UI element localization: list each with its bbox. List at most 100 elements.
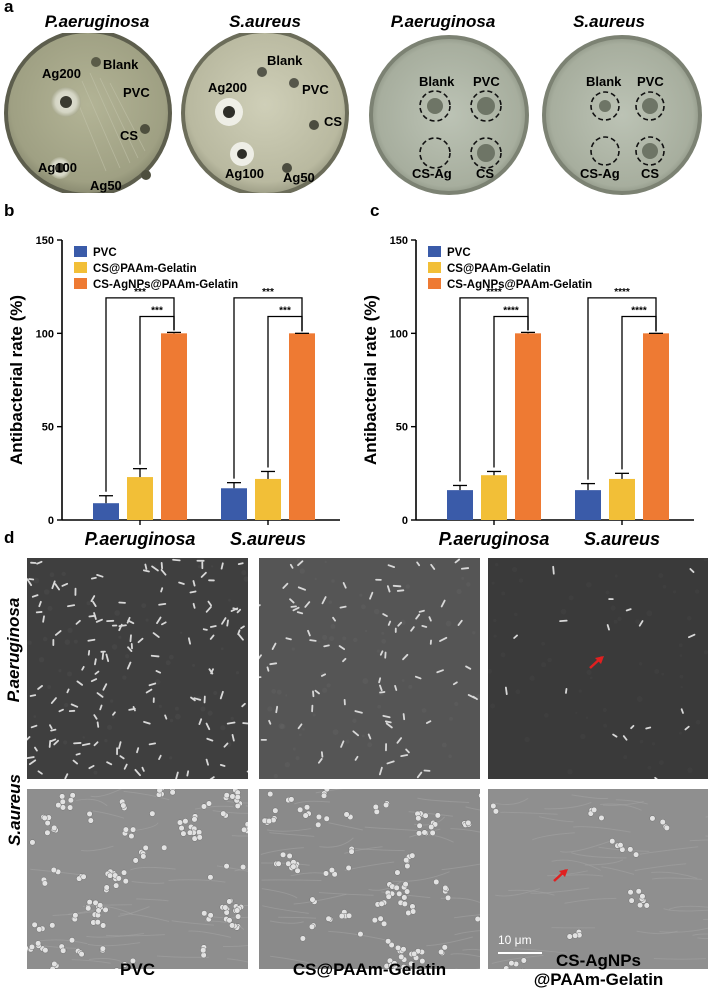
- bacterium-coccus: [141, 854, 147, 860]
- sem-texture: [325, 561, 327, 563]
- bacterium-coccus: [443, 885, 449, 891]
- sem-texture: [297, 559, 299, 561]
- bacterium-coccus: [69, 937, 75, 943]
- sem-texture: [661, 673, 664, 676]
- sem-texture: [285, 694, 287, 696]
- y-tick-label: 100: [36, 328, 54, 340]
- bar: [575, 490, 601, 520]
- bacterium-coccus: [466, 820, 472, 826]
- sem-texture: [300, 568, 305, 573]
- col-label-cs-agnps-line2: @PAAm-Gelatin: [534, 970, 664, 989]
- sem-texture: [541, 642, 545, 646]
- legend-swatch: [428, 278, 441, 289]
- sem-texture: [342, 636, 346, 640]
- significance-label: ****: [631, 306, 647, 317]
- sem-texture: [47, 685, 51, 689]
- sem-texture: [449, 717, 453, 721]
- bar-chart-b: Antibacterial rate (%)050100150P.aerugin…: [0, 218, 354, 550]
- bacterium-coccus: [309, 924, 315, 930]
- bacterium-coccus: [104, 885, 110, 891]
- y-tick-label: 50: [42, 422, 54, 434]
- sem-texture: [329, 636, 334, 641]
- sem-texture: [422, 708, 427, 713]
- sem-texture: [524, 737, 529, 742]
- sem-texture: [654, 669, 659, 674]
- bacterium-coccus: [572, 933, 578, 939]
- sem-texture: [374, 609, 380, 615]
- bacterium-coccus: [227, 899, 233, 905]
- petri-dish-saureus-diffusion: [180, 33, 352, 193]
- bacterium-coccus: [599, 815, 605, 821]
- sem-texture: [83, 736, 85, 738]
- sem-texture: [663, 585, 667, 589]
- bacterium-coccus: [402, 901, 408, 907]
- sem-texture: [352, 718, 356, 722]
- dish3-label-cs: CS: [476, 166, 494, 181]
- x-tick-label: S.aureus: [584, 529, 660, 549]
- bacterium-coccus: [438, 949, 444, 955]
- y-axis-label: Antibacterial rate (%): [361, 295, 380, 465]
- sem-texture: [64, 703, 68, 707]
- bacterium-coccus: [324, 816, 330, 822]
- bacterium-coccus: [422, 830, 428, 836]
- bacterium-coccus: [329, 867, 335, 873]
- sem-texture: [575, 712, 577, 714]
- y-tick-label: 100: [390, 328, 408, 340]
- bacterium-coccus: [433, 879, 439, 885]
- dish1-label-ag50: Ag50: [90, 178, 122, 193]
- sem-texture: [586, 717, 588, 719]
- sem-texture: [285, 762, 290, 767]
- bacterium-coccus: [192, 836, 198, 842]
- bacterium-coccus: [326, 916, 332, 922]
- sem-texture: [646, 610, 652, 616]
- bacterium-coccus: [315, 822, 321, 828]
- sem-texture: [122, 675, 126, 679]
- bacterium-coccus: [409, 853, 415, 859]
- sem-texture: [328, 601, 331, 604]
- bacterium-coccus: [628, 889, 634, 895]
- sem-texture: [492, 582, 495, 585]
- sem-texture: [615, 575, 618, 578]
- sem-texture: [125, 654, 129, 658]
- sem-texture: [639, 662, 642, 665]
- bacterium-coccus: [410, 904, 416, 910]
- sem-texture: [112, 644, 118, 650]
- panel-label-a: a: [4, 0, 13, 17]
- bar: [93, 503, 119, 520]
- legend-swatch: [74, 262, 87, 273]
- dish3-label-blank: Blank: [419, 74, 454, 89]
- sem-texture: [493, 619, 496, 622]
- sem-texture: [457, 589, 462, 594]
- bacterium-coccus: [123, 878, 129, 884]
- x-tick-label: P.aeruginosa: [85, 529, 196, 549]
- bacterium-rod: [395, 628, 397, 633]
- bacterium-coccus: [395, 945, 401, 951]
- legend-swatch: [428, 262, 441, 273]
- bacterium-rod: [116, 747, 118, 755]
- sem-texture: [63, 740, 67, 744]
- sem-texture: [169, 756, 172, 759]
- sem-texture: [104, 739, 107, 742]
- y-tick-label: 0: [402, 515, 408, 527]
- bacterium-coccus: [629, 898, 635, 904]
- bacterium-coccus: [43, 947, 49, 953]
- sem-image-paeruginosa-cs-gelatin: [259, 558, 480, 779]
- sem-texture: [614, 620, 618, 624]
- bacterium-coccus: [201, 910, 207, 916]
- bacterium-coccus: [321, 793, 327, 799]
- bacterium-coccus: [123, 827, 129, 833]
- sem-texture: [65, 639, 70, 644]
- bacterium-coccus: [403, 857, 409, 863]
- sem-texture: [362, 734, 365, 737]
- bacterium-coccus: [170, 790, 176, 796]
- dish2-label-ag100: Ag100: [225, 166, 264, 181]
- sem-texture: [236, 671, 239, 674]
- bacterium-coccus: [87, 899, 93, 905]
- sem-texture: [587, 670, 592, 675]
- bacterium-coccus: [300, 936, 306, 942]
- sem-texture: [267, 706, 272, 711]
- dish4-label-blank: Blank: [586, 74, 621, 89]
- bacterium-coccus: [428, 824, 434, 830]
- bacterium-coccus: [32, 922, 38, 928]
- significance-label: ****: [503, 306, 519, 317]
